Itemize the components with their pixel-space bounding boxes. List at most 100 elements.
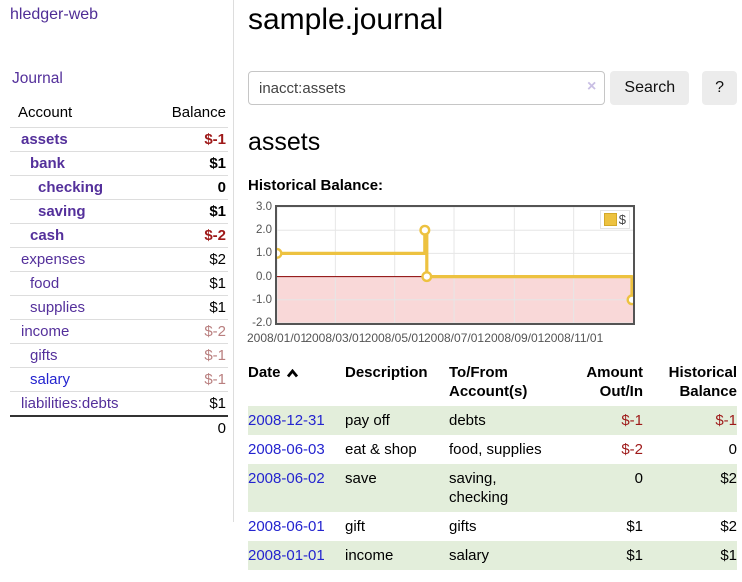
- account-name-cell: bank: [10, 151, 147, 176]
- account-row: expenses $2: [10, 247, 228, 272]
- sort-ascending-icon[interactable]: [286, 368, 299, 378]
- transaction-date-link[interactable]: 2008-06-01: [248, 518, 325, 535]
- y-axis-tick-label: 3.0: [256, 201, 272, 213]
- account-name-cell: income: [10, 319, 147, 344]
- balance-chart: $ 3.0 2.0 1.0 0.0 -1.0 -2.0 2008/01/01 2008/03/…: [247, 200, 728, 346]
- y-axis-tick-label: 0.0: [256, 270, 272, 283]
- transaction-description: eat & shop: [345, 441, 417, 458]
- account-row: assets $-1: [10, 128, 228, 152]
- transaction-date-link[interactable]: 2008-06-03: [248, 441, 325, 458]
- data-point[interactable]: [277, 247, 283, 259]
- page-title: sample.journal: [248, 3, 444, 36]
- data-point[interactable]: [421, 271, 433, 283]
- search-input[interactable]: [248, 71, 606, 105]
- account-name-cell: gifts: [10, 343, 147, 368]
- account-name-cell: liabilities:debts: [10, 391, 147, 416]
- data-point[interactable]: [419, 224, 431, 236]
- accounts-total-value: 0: [146, 415, 228, 440]
- y-axis-tick-label: 2.0: [256, 224, 272, 237]
- account-name-cell: food: [10, 271, 147, 296]
- transaction-date-cell: 2008-12-31: [248, 406, 345, 435]
- account-name-cell: supplies: [10, 295, 147, 320]
- accounts-table-body: assets $-1 bank $1 checking 0 saving $1 cash $-2 e…: [10, 128, 228, 416]
- account-link-cash[interactable]: cash: [30, 227, 65, 244]
- transaction-row: 2008-06-02 save saving, checking 0 $2: [248, 464, 737, 512]
- account-row: saving $1: [10, 199, 228, 224]
- account-balance: $1: [146, 151, 228, 176]
- transaction-amount: $1: [559, 541, 643, 570]
- transaction-balance: $1: [643, 541, 737, 570]
- account-name-cell: checking: [10, 175, 147, 200]
- account-row: gifts $-1: [10, 343, 228, 368]
- transaction-balance: 0: [728, 441, 737, 458]
- y-axis-tick-label: -1.0: [252, 293, 272, 306]
- register-header-accounts: To/From Account(s): [449, 364, 528, 400]
- transaction-description: pay off: [345, 406, 449, 435]
- account-name-cell: saving: [10, 199, 147, 224]
- account-balance: $-1: [146, 367, 228, 392]
- main-content: sample.journal × Search ? assets Histori…: [234, 0, 742, 582]
- transaction-date-link[interactable]: 2008-12-31: [248, 412, 325, 429]
- clear-search-icon[interactable]: ×: [587, 78, 597, 95]
- transaction-accounts: debts: [449, 406, 559, 435]
- account-link-expenses[interactable]: expenses: [21, 251, 86, 268]
- search-button[interactable]: Search: [610, 71, 690, 105]
- transaction-date-cell: 2008-06-03: [248, 435, 345, 464]
- transaction-date-link[interactable]: 2008-01-01: [248, 547, 325, 564]
- account-balance: $1: [146, 271, 228, 296]
- balance-chart-plot[interactable]: $: [275, 205, 635, 325]
- brand-link[interactable]: hledger-web: [10, 6, 99, 23]
- account-link-gifts[interactable]: gifts: [30, 347, 58, 364]
- legend-label: $: [618, 212, 626, 227]
- account-row: liabilities:debts $1: [10, 391, 228, 416]
- transaction-date-cell: 2008-06-01: [248, 512, 345, 541]
- account-link-supplies[interactable]: supplies: [30, 299, 86, 316]
- account-link-income[interactable]: income: [21, 323, 70, 340]
- data-point[interactable]: [626, 294, 633, 306]
- account-balance: $1: [146, 295, 228, 320]
- sidebar-item-journal[interactable]: Journal: [12, 70, 63, 87]
- account-balance: $-1: [204, 131, 226, 148]
- transaction-amount: $-1: [559, 406, 643, 435]
- x-axis-tick-label: 2008/11/01: [544, 331, 604, 345]
- legend-swatch: [603, 213, 617, 226]
- search-help-button[interactable]: ?: [702, 71, 737, 105]
- register-table-body: 2008-12-31 pay off debts $-1 $-1 2008-06-03 ea…: [248, 406, 737, 570]
- transaction-date-cell: 2008-06-02: [248, 464, 345, 512]
- transaction-row: 2008-06-03 eat & shop food, supplies $-2 0: [248, 435, 737, 464]
- account-link-checking[interactable]: checking: [38, 179, 104, 196]
- account-link-salary[interactable]: salary: [30, 371, 71, 388]
- account-row: bank $1: [10, 151, 228, 176]
- account-link-liabilities-debts[interactable]: liabilities:debts: [21, 395, 119, 412]
- account-row: checking 0: [10, 175, 228, 200]
- transaction-date-link[interactable]: 2008-06-02: [248, 470, 325, 487]
- transaction-accounts: salary: [449, 541, 559, 570]
- transaction-row: 2008-01-01 income salary $1 $1: [248, 541, 737, 570]
- transaction-amount: $1: [626, 518, 643, 535]
- historical-balance-label: Historical Balance:: [248, 177, 384, 194]
- y-axis-tick-label: -2.0: [252, 317, 272, 329]
- register-header-date[interactable]: Date: [248, 363, 345, 406]
- register-header-description: Description: [345, 364, 428, 381]
- accounts-total-row: 0: [10, 415, 228, 440]
- account-link-saving[interactable]: saving: [38, 203, 86, 220]
- account-row: cash $-2: [10, 223, 228, 248]
- transaction-balance: $2: [643, 464, 737, 512]
- register-header-balance: Historical Balance: [668, 364, 737, 400]
- x-axis-tick-label: 2008/07/01: [423, 331, 485, 345]
- sidebar-divider: [233, 0, 234, 522]
- accounts-header-row: Account Balance: [10, 102, 228, 128]
- account-link-assets[interactable]: assets: [21, 131, 68, 148]
- transaction-balance: $-1: [643, 406, 737, 435]
- transaction-amount: 0: [559, 464, 643, 512]
- account-row: salary $-1: [10, 367, 228, 392]
- transaction-amount: $-2: [621, 441, 643, 458]
- search-input-wrap: ×: [248, 71, 606, 105]
- transaction-accounts: gifts: [449, 518, 477, 535]
- account-link-food[interactable]: food: [30, 275, 60, 292]
- accounts-table: Account Balance assets $-1 bank $1 checking 0…: [10, 102, 228, 440]
- account-link-bank[interactable]: bank: [30, 155, 66, 172]
- transaction-description: income: [345, 541, 449, 570]
- chart-legend: $: [599, 210, 630, 229]
